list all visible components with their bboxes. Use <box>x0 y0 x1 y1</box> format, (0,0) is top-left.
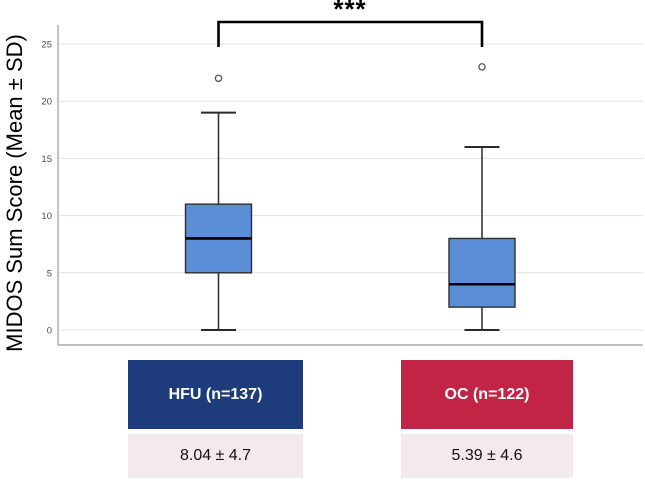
group-column-hfu: HFU (n=137) 8.04 ± 4.7 <box>128 360 303 478</box>
boxplot-chart: 0 5 10 15 20 25 <box>41 20 643 346</box>
box-oc <box>448 237 516 308</box>
y-tick-label: 5 <box>47 268 52 279</box>
y-tick-label: 25 <box>41 40 52 51</box>
group-column-oc: OC (n=122) 5.39 ± 4.6 <box>401 360 573 478</box>
y-tick-label: 20 <box>41 97 52 108</box>
significance-stars: *** <box>333 0 367 24</box>
y-tick-label: 0 <box>47 326 52 337</box>
y-tick-label: 10 <box>41 211 52 222</box>
group-header-oc: OC (n=122) <box>401 360 573 429</box>
significance-bracket <box>217 20 484 47</box>
group-mean-sd-oc: 5.39 ± 4.6 <box>401 434 573 478</box>
y-tick-label: 15 <box>41 154 52 165</box>
outlier-point <box>214 74 223 83</box>
group-mean-sd-hfu: 8.04 ± 4.7 <box>128 434 303 478</box>
group-header-hfu: HFU (n=137) <box>128 360 303 429</box>
outlier-point <box>478 63 486 71</box>
